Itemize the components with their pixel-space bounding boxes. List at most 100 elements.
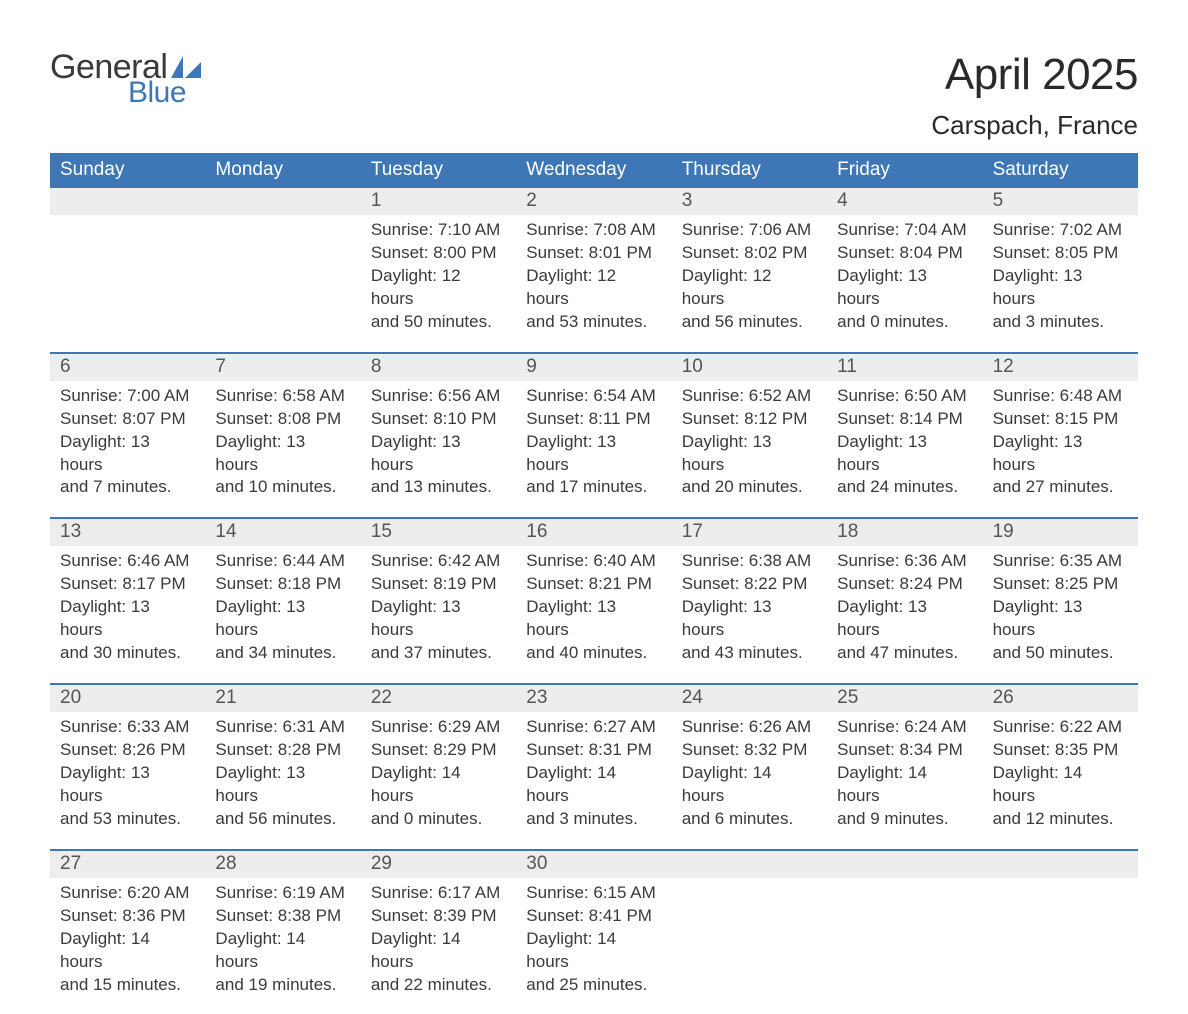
day-cell bbox=[827, 878, 982, 1014]
sunrise-text: Sunrise: 6:15 AM bbox=[526, 882, 661, 905]
daylight-text-2: and 56 minutes. bbox=[215, 808, 350, 831]
day-cell: Sunrise: 6:24 AMSunset: 8:34 PMDaylight:… bbox=[827, 712, 982, 849]
daylight-text-1: Daylight: 13 hours bbox=[60, 596, 195, 642]
week-row: Sunrise: 7:00 AMSunset: 8:07 PMDaylight:… bbox=[50, 381, 1138, 518]
weekday-header: Friday bbox=[827, 153, 982, 188]
daynum-row: 20212223242526 bbox=[50, 683, 1138, 712]
daylight-text-1: Daylight: 13 hours bbox=[837, 265, 972, 311]
daylight-text-2: and 27 minutes. bbox=[993, 476, 1128, 499]
day-number bbox=[205, 188, 360, 215]
week-row: Sunrise: 6:33 AMSunset: 8:26 PMDaylight:… bbox=[50, 712, 1138, 849]
sunset-text: Sunset: 8:18 PM bbox=[215, 573, 350, 596]
daylight-text-2: and 0 minutes. bbox=[837, 311, 972, 334]
calendar: SundayMondayTuesdayWednesdayThursdayFrid… bbox=[50, 153, 1138, 1014]
sunset-text: Sunset: 8:25 PM bbox=[993, 573, 1128, 596]
sunrise-text: Sunrise: 6:48 AM bbox=[993, 385, 1128, 408]
daylight-text-1: Daylight: 13 hours bbox=[215, 431, 350, 477]
day-cell: Sunrise: 6:27 AMSunset: 8:31 PMDaylight:… bbox=[516, 712, 671, 849]
day-cell bbox=[50, 215, 205, 352]
day-number: 21 bbox=[205, 685, 360, 712]
sunset-text: Sunset: 8:14 PM bbox=[837, 408, 972, 431]
daylight-text-1: Daylight: 14 hours bbox=[682, 762, 817, 808]
day-number: 30 bbox=[516, 851, 671, 878]
sunrise-text: Sunrise: 7:10 AM bbox=[371, 219, 506, 242]
sunset-text: Sunset: 8:34 PM bbox=[837, 739, 972, 762]
title-block: April 2025 Carspach, France bbox=[931, 50, 1138, 141]
sunset-text: Sunset: 8:28 PM bbox=[215, 739, 350, 762]
daylight-text-1: Daylight: 13 hours bbox=[60, 431, 195, 477]
daylight-text-1: Daylight: 13 hours bbox=[682, 596, 817, 642]
daylight-text-2: and 50 minutes. bbox=[993, 642, 1128, 665]
day-cell: Sunrise: 7:04 AMSunset: 8:04 PMDaylight:… bbox=[827, 215, 982, 352]
day-number: 23 bbox=[516, 685, 671, 712]
daylight-text-1: Daylight: 13 hours bbox=[993, 431, 1128, 477]
day-cell: Sunrise: 6:40 AMSunset: 8:21 PMDaylight:… bbox=[516, 546, 671, 683]
weekday-header: Monday bbox=[205, 153, 360, 188]
sunrise-text: Sunrise: 6:56 AM bbox=[371, 385, 506, 408]
day-number: 22 bbox=[361, 685, 516, 712]
daylight-text-1: Daylight: 13 hours bbox=[837, 596, 972, 642]
day-number: 8 bbox=[361, 354, 516, 381]
day-number: 16 bbox=[516, 519, 671, 546]
sunrise-text: Sunrise: 7:04 AM bbox=[837, 219, 972, 242]
weeks-container: 12345Sunrise: 7:10 AMSunset: 8:00 PMDayl… bbox=[50, 188, 1138, 1014]
daylight-text-2: and 24 minutes. bbox=[837, 476, 972, 499]
day-cell: Sunrise: 6:33 AMSunset: 8:26 PMDaylight:… bbox=[50, 712, 205, 849]
sunrise-text: Sunrise: 6:27 AM bbox=[526, 716, 661, 739]
sunrise-text: Sunrise: 6:58 AM bbox=[215, 385, 350, 408]
sunrise-text: Sunrise: 7:06 AM bbox=[682, 219, 817, 242]
day-number: 19 bbox=[983, 519, 1138, 546]
daylight-text-2: and 3 minutes. bbox=[526, 808, 661, 831]
daylight-text-1: Daylight: 14 hours bbox=[837, 762, 972, 808]
daylight-text-2: and 0 minutes. bbox=[371, 808, 506, 831]
sunset-text: Sunset: 8:24 PM bbox=[837, 573, 972, 596]
day-cell: Sunrise: 6:44 AMSunset: 8:18 PMDaylight:… bbox=[205, 546, 360, 683]
sunset-text: Sunset: 8:32 PM bbox=[682, 739, 817, 762]
day-cell: Sunrise: 6:20 AMSunset: 8:36 PMDaylight:… bbox=[50, 878, 205, 1014]
sunrise-text: Sunrise: 6:31 AM bbox=[215, 716, 350, 739]
sunset-text: Sunset: 8:15 PM bbox=[993, 408, 1128, 431]
day-cell: Sunrise: 6:29 AMSunset: 8:29 PMDaylight:… bbox=[361, 712, 516, 849]
sunset-text: Sunset: 8:17 PM bbox=[60, 573, 195, 596]
sunset-text: Sunset: 8:21 PM bbox=[526, 573, 661, 596]
day-cell: Sunrise: 7:06 AMSunset: 8:02 PMDaylight:… bbox=[672, 215, 827, 352]
sunrise-text: Sunrise: 6:35 AM bbox=[993, 550, 1128, 573]
daylight-text-1: Daylight: 14 hours bbox=[371, 928, 506, 974]
daylight-text-1: Daylight: 12 hours bbox=[682, 265, 817, 311]
day-number bbox=[50, 188, 205, 215]
sunrise-text: Sunrise: 6:33 AM bbox=[60, 716, 195, 739]
daylight-text-2: and 3 minutes. bbox=[993, 311, 1128, 334]
day-cell: Sunrise: 6:50 AMSunset: 8:14 PMDaylight:… bbox=[827, 381, 982, 518]
day-number: 9 bbox=[516, 354, 671, 381]
daylight-text-1: Daylight: 13 hours bbox=[215, 596, 350, 642]
sunrise-text: Sunrise: 7:02 AM bbox=[993, 219, 1128, 242]
sunrise-text: Sunrise: 6:44 AM bbox=[215, 550, 350, 573]
day-cell: Sunrise: 6:54 AMSunset: 8:11 PMDaylight:… bbox=[516, 381, 671, 518]
sunrise-text: Sunrise: 6:20 AM bbox=[60, 882, 195, 905]
daylight-text-1: Daylight: 13 hours bbox=[215, 762, 350, 808]
daylight-text-2: and 6 minutes. bbox=[682, 808, 817, 831]
daylight-text-1: Daylight: 13 hours bbox=[371, 431, 506, 477]
sunset-text: Sunset: 8:08 PM bbox=[215, 408, 350, 431]
daylight-text-2: and 25 minutes. bbox=[526, 974, 661, 997]
daylight-text-2: and 30 minutes. bbox=[60, 642, 195, 665]
sunrise-text: Sunrise: 6:19 AM bbox=[215, 882, 350, 905]
day-cell: Sunrise: 7:08 AMSunset: 8:01 PMDaylight:… bbox=[516, 215, 671, 352]
day-number: 12 bbox=[983, 354, 1138, 381]
sunset-text: Sunset: 8:38 PM bbox=[215, 905, 350, 928]
sunrise-text: Sunrise: 6:36 AM bbox=[837, 550, 972, 573]
sunset-text: Sunset: 8:07 PM bbox=[60, 408, 195, 431]
sunrise-text: Sunrise: 6:46 AM bbox=[60, 550, 195, 573]
daylight-text-1: Daylight: 13 hours bbox=[837, 431, 972, 477]
sunset-text: Sunset: 8:04 PM bbox=[837, 242, 972, 265]
day-number: 28 bbox=[205, 851, 360, 878]
day-number: 1 bbox=[361, 188, 516, 215]
sunset-text: Sunset: 8:29 PM bbox=[371, 739, 506, 762]
day-number: 15 bbox=[361, 519, 516, 546]
daylight-text-2: and 13 minutes. bbox=[371, 476, 506, 499]
daylight-text-1: Daylight: 13 hours bbox=[682, 431, 817, 477]
day-number: 5 bbox=[983, 188, 1138, 215]
daylight-text-2: and 12 minutes. bbox=[993, 808, 1128, 831]
month-title: April 2025 bbox=[931, 50, 1138, 100]
day-cell: Sunrise: 6:15 AMSunset: 8:41 PMDaylight:… bbox=[516, 878, 671, 1014]
